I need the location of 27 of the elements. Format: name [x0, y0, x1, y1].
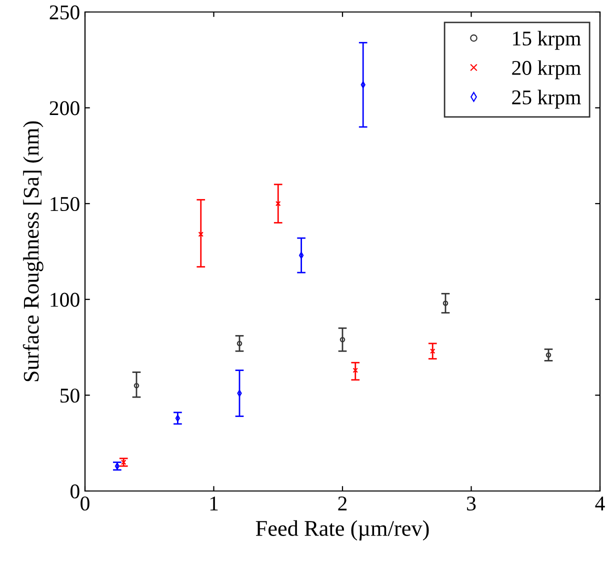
y-tick-label: 50	[60, 388, 80, 403]
legend-label: 15 krpm	[513, 30, 581, 50]
point	[175, 414, 180, 422]
y-tick-label: 200	[50, 101, 80, 116]
point	[198, 232, 204, 237]
point	[442, 300, 448, 306]
x-tick-label: 1	[210, 496, 218, 510]
point	[134, 382, 140, 388]
point	[352, 368, 358, 373]
y-axis-title: Surface Roughness [Sa] (nm)	[22, 121, 44, 382]
legend-label: 20 krpm	[512, 60, 581, 80]
point	[340, 337, 346, 342]
x-tick-label: 0	[80, 496, 90, 511]
x-tick-label: 4	[595, 496, 605, 510]
x-tick-label: 3	[467, 496, 476, 511]
point	[236, 340, 242, 346]
y-tick-label: 0	[70, 484, 80, 498]
point	[275, 200, 281, 206]
y-tick-label: 250	[50, 5, 80, 20]
point	[298, 252, 304, 259]
point	[546, 352, 552, 358]
y-tick-label: 150	[50, 196, 80, 212]
y-tick-label: 100	[50, 292, 80, 307]
point	[430, 348, 436, 354]
x-tick-label: 2	[338, 496, 347, 510]
x-axis-title: Feed Rate (µm/rev)	[256, 520, 429, 540]
legend-label: 25 krpm	[512, 90, 581, 109]
